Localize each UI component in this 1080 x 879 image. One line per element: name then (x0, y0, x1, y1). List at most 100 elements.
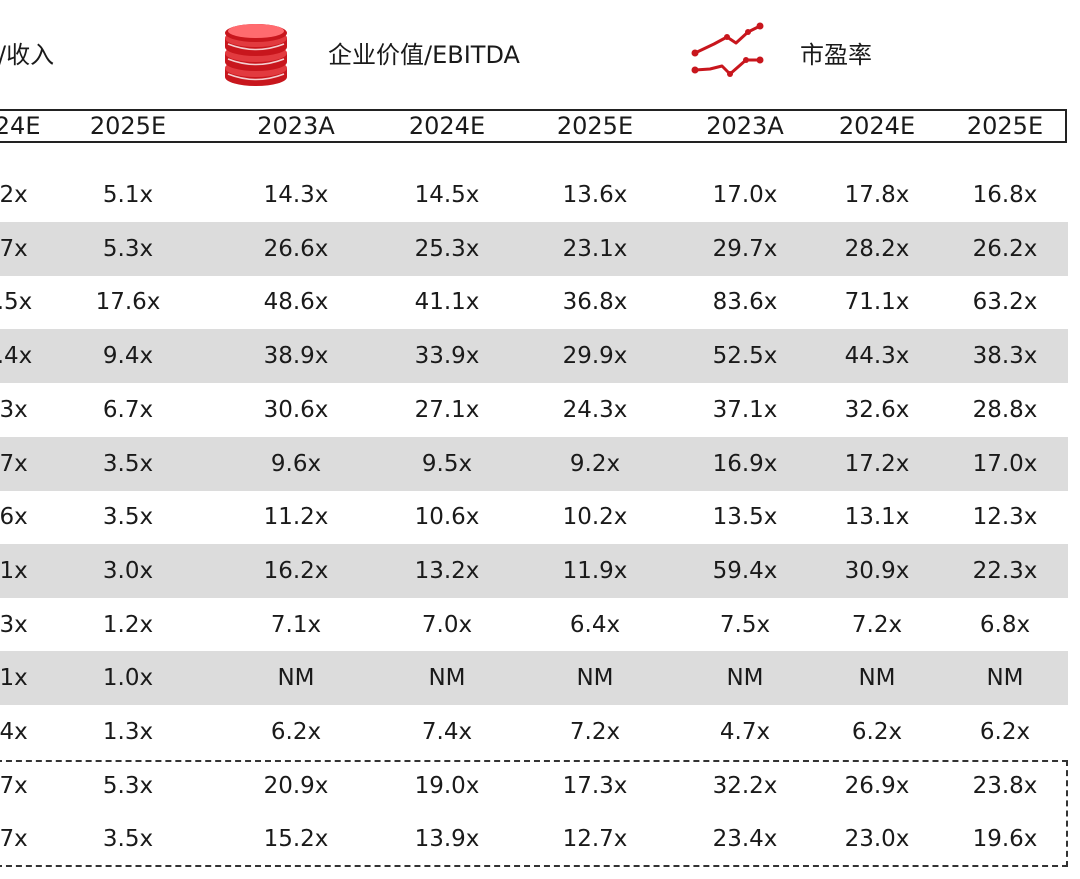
table-cell: 29.7x (712, 235, 778, 262)
table-cell: 7.2x (851, 611, 903, 638)
table-cell: 52.5x (712, 343, 778, 370)
table-cell: 13.1x (844, 504, 910, 531)
table-cell: 13.2x (414, 557, 480, 584)
table-cell: 9.6x (270, 450, 322, 477)
table-cell: 17.0x (972, 450, 1038, 477)
table-cell: 22.3x (972, 557, 1038, 584)
table-cell: NM (428, 665, 466, 692)
table-cell: 17.0x (712, 182, 778, 208)
table-cell: 10.6x (414, 504, 480, 531)
table-cell: 3.5x (102, 504, 154, 531)
table-cell: 9.5x (421, 450, 473, 477)
table-cell: NM (576, 665, 614, 692)
table-cell: 11.2x (263, 504, 329, 531)
table-cell: 1.0x (102, 665, 154, 692)
table-cell: .3x (0, 611, 28, 638)
table-cell: 7.2x (569, 719, 621, 745)
table-cell: .4x (0, 719, 28, 745)
column-header: 2023A (257, 112, 335, 140)
table-cell: 17.3x (562, 772, 628, 799)
table-cell: 4.7x (719, 719, 771, 745)
table-cell: 1.3x (102, 719, 154, 745)
table-row (0, 436, 1068, 491)
table-cell: 16.8x (972, 182, 1038, 208)
table-cell: 24.3x (562, 396, 628, 423)
column-header: 024E (0, 112, 41, 140)
table-cell: NM (277, 665, 315, 692)
table-cell: 23.8x (972, 772, 1038, 799)
table-cell: .1x (0, 557, 28, 584)
table-cell: 10.2x (562, 504, 628, 531)
table-cell: 27.1x (414, 396, 480, 423)
table-cell: 16.2x (263, 557, 329, 584)
column-header: 2024E (838, 112, 916, 140)
table-cell: 13.6x (562, 182, 628, 208)
table-cell: .7x (0, 235, 28, 262)
table-cell: 7.1x (270, 611, 322, 638)
table-cell: 7.5x (719, 611, 771, 638)
table-cell: NM (726, 665, 764, 692)
table-cell: 17.6x (95, 289, 161, 316)
table-cell: 14.3x (263, 182, 329, 208)
table-cell: 7.4x (421, 719, 473, 745)
table-cell: 5.3x (102, 235, 154, 262)
table-cell: 41.1x (414, 289, 480, 316)
table-cell: 9.2x (569, 450, 621, 477)
table-cell: 28.2x (844, 235, 910, 262)
table-cell: 6.7x (102, 396, 154, 423)
table-cell: 13.9x (414, 826, 480, 853)
table-cell: 9.4x (102, 343, 154, 370)
table-cell: 29.9x (562, 343, 628, 370)
table-cell: 3.5x (102, 826, 154, 853)
table-row (0, 543, 1068, 598)
table-cell: .7x (0, 450, 28, 477)
table-cell: 59.4x (712, 557, 778, 584)
table-cell: 83.6x (712, 289, 778, 316)
table-cell: NM (858, 665, 896, 692)
table-cell: 63.2x (972, 289, 1038, 316)
pe-ratio-label: 市盈率 (800, 41, 872, 69)
table-cell: ).5x (0, 289, 33, 316)
table-cell: 7.0x (421, 611, 473, 638)
table-cell: 5.1x (102, 182, 154, 208)
table-cell: 48.6x (263, 289, 329, 316)
table-cell: 11.9x (562, 557, 628, 584)
column-header: 2025E (89, 112, 167, 140)
table-cell: .6x (0, 504, 28, 531)
table-cell: 38.9x (263, 343, 329, 370)
table-cell: 3.5x (102, 450, 154, 477)
table-cell: 23.4x (712, 826, 778, 853)
table-cell: ).4x (0, 343, 33, 370)
table-cell: 17.8x (844, 182, 910, 208)
table-cell: 6.8x (979, 611, 1031, 638)
table-cell: 33.9x (414, 343, 480, 370)
table-row (0, 598, 1068, 652)
table-cell: .1x (0, 665, 28, 692)
table-cell: 20.9x (263, 772, 329, 799)
table-cell: 5.3x (102, 772, 154, 799)
column-header-bar (0, 109, 1067, 143)
table-cell: 13.5x (712, 504, 778, 531)
column-header: 2025E (966, 112, 1044, 140)
column-header: 2025E (556, 112, 634, 140)
table-cell: 38.3x (972, 343, 1038, 370)
line-trend-icon (691, 22, 764, 77)
table-cell: 36.8x (562, 289, 628, 316)
table-cell: 15.2x (263, 826, 329, 853)
table-row (0, 221, 1068, 276)
column-header: 2024E (408, 112, 486, 140)
table-cell: 25.3x (414, 235, 480, 262)
table-cell: 3.0x (102, 557, 154, 584)
table-cell: 26.2x (972, 235, 1038, 262)
table-cell: 71.1x (844, 289, 910, 316)
table-cell: 6.2x (851, 719, 903, 745)
table-cell: 30.9x (844, 557, 910, 584)
table-cell: .2x (0, 182, 28, 208)
table-cell: 6.2x (270, 719, 322, 745)
table-cell: 14.5x (414, 182, 480, 208)
table-cell: 12.7x (562, 826, 628, 853)
table-cell: 12.3x (972, 504, 1038, 531)
summary-rows-box (0, 760, 1068, 867)
table-cell: 37.1x (712, 396, 778, 423)
revenue-multiple-label: /收入 (0, 41, 55, 69)
